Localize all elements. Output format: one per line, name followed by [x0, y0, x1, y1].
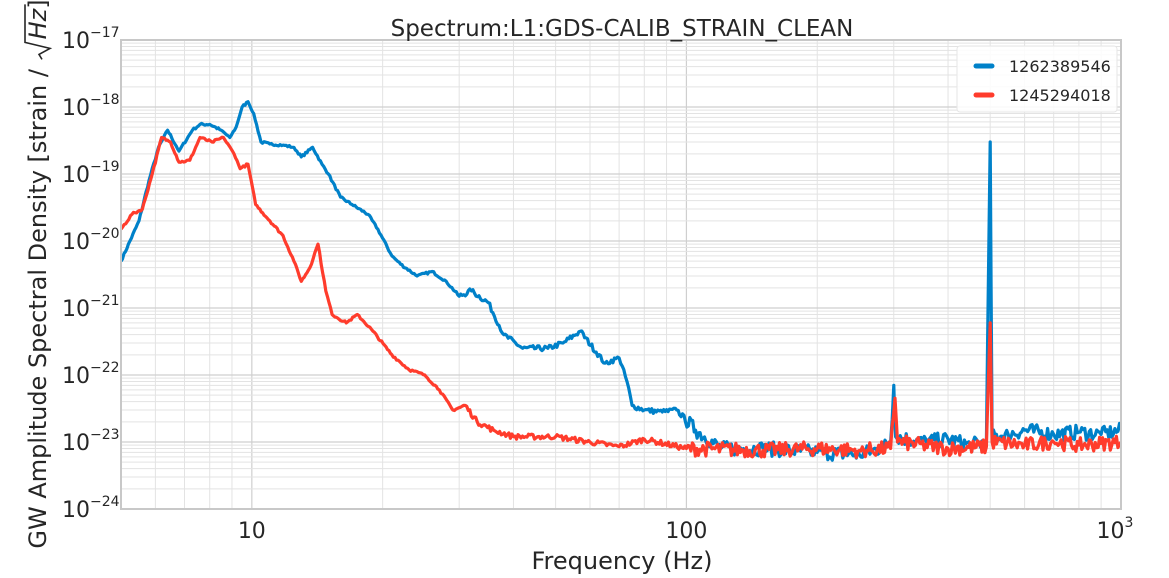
- y-axis-label-suffix: ]: [24, 0, 52, 9]
- y-axis-label-text: GW Amplitude Spectral Density [strain / …: [24, 0, 52, 549]
- y-axis-label: GW Amplitude Spectral Density [strain / …: [24, 0, 53, 549]
- x-tick-label: 100: [665, 519, 707, 544]
- legend-label-series-0: 1262389546: [1009, 57, 1111, 76]
- series-line-1: [121, 135, 1121, 460]
- legend-label-series-1: 1245294018: [1009, 86, 1111, 105]
- legend-box: [956, 45, 1118, 113]
- chart-title: Spectrum:L1:GDS-CALIB_STRAIN_CLEAN: [391, 16, 854, 42]
- y-tick-exponent: −17: [90, 25, 120, 41]
- series-line-0: [121, 100, 1121, 462]
- x-tick-labels: 10 100 103: [238, 515, 1134, 544]
- y-tick-exponent: −19: [90, 159, 120, 175]
- sqrt-symbol: [24, 4, 53, 60]
- y-tick-exponent: −23: [90, 427, 120, 443]
- x-tick-exponent: 3: [1125, 515, 1134, 531]
- plot-frame: [120, 39, 1122, 510]
- y-tick-exponent: −22: [90, 360, 120, 376]
- legend: 1262389546 1245294018: [956, 45, 1118, 113]
- y-axis-label-radicand: Hz: [24, 7, 52, 39]
- x-axis-label: Frequency (Hz): [532, 547, 713, 575]
- y-tick-exponent: −18: [90, 92, 120, 108]
- y-axis-label-prefix: GW Amplitude Spectral Density [strain /: [24, 61, 52, 548]
- y-tick-exponent: −20: [90, 226, 120, 242]
- y-tick-exponent: −24: [90, 494, 120, 510]
- x-tick-label: 10: [238, 519, 266, 544]
- y-tick-exponent: −21: [90, 293, 120, 309]
- series-lines: [121, 100, 1121, 462]
